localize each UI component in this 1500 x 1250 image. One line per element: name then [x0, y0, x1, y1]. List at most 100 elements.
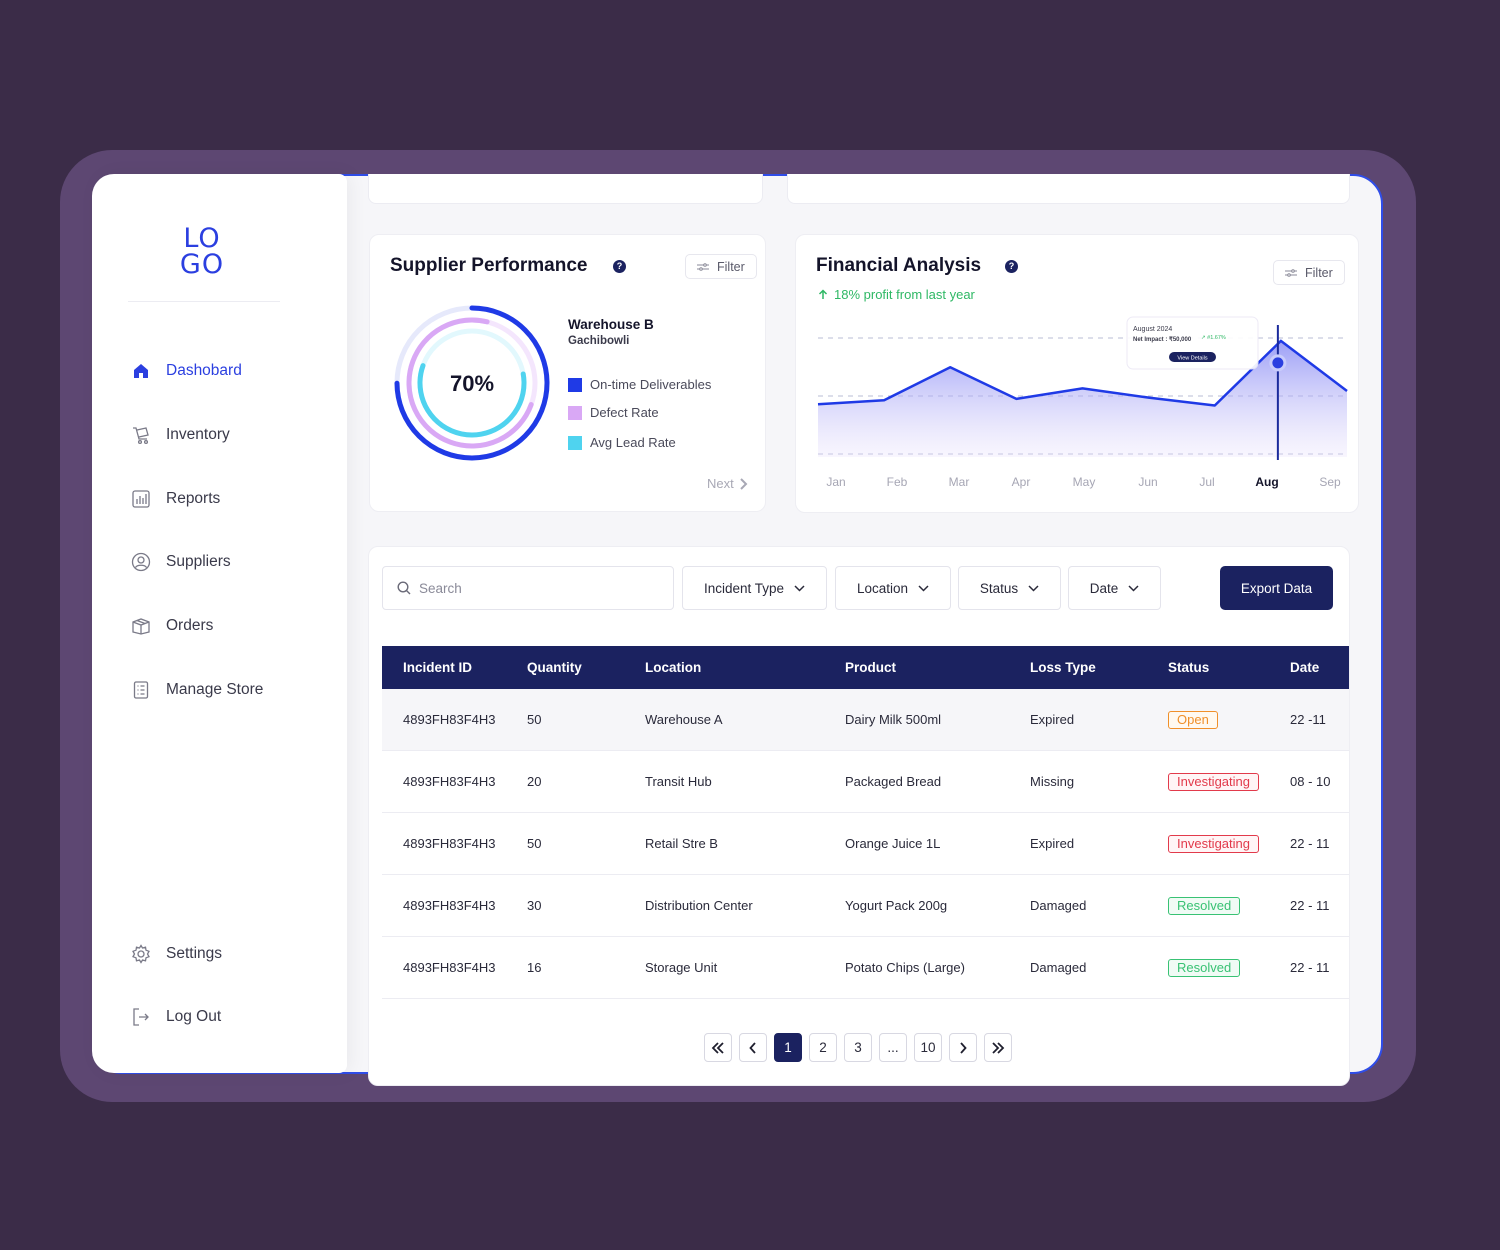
column-header-date[interactable]: Date: [1290, 660, 1320, 675]
status-badge: Open: [1168, 711, 1218, 729]
x-tick-label: Apr: [1012, 475, 1031, 489]
defect-rate-arc: [406, 317, 538, 449]
incident-type-dropdown[interactable]: Incident Type: [682, 566, 827, 610]
table-row[interactable]: 4893FH83F4H3 20 Transit Hub Packaged Bre…: [382, 751, 1349, 813]
date-dropdown[interactable]: Date: [1068, 566, 1161, 610]
status-badge: Resolved: [1168, 897, 1241, 915]
prev-page-button[interactable]: [739, 1033, 767, 1062]
column-header-incident-id[interactable]: Incident ID: [403, 660, 473, 675]
previous-card-stub: [787, 174, 1350, 204]
previous-card-stub: [368, 174, 763, 204]
column-header-quantity[interactable]: Quantity: [527, 660, 582, 675]
performance-percent: 70%: [449, 371, 495, 396]
table-row[interactable]: 4893FH83F4H3 50 Warehouse A Dairy Milk 5…: [382, 689, 1349, 751]
column-header-status[interactable]: Status: [1168, 660, 1210, 675]
legend-label: On-time Deliverables: [590, 377, 712, 392]
cell-loss-type: Damaged: [1030, 960, 1087, 975]
bar-chart-icon: [130, 488, 152, 510]
search-input[interactable]: Search: [382, 566, 674, 610]
on-time-arc: [394, 305, 550, 461]
next-button[interactable]: Next: [707, 476, 748, 491]
cell-location: Storage Unit: [645, 960, 718, 975]
cell-incident-id: 4893FH83F4H3: [403, 836, 496, 851]
cart-icon: [130, 424, 152, 446]
page-button[interactable]: 2: [809, 1033, 837, 1062]
filter-label: Filter: [717, 259, 745, 274]
page-button[interactable]: 10: [914, 1033, 942, 1062]
highlight-point[interactable]: [1269, 354, 1287, 372]
x-tick-label: May: [1073, 475, 1096, 489]
chevron-right-icon: [740, 477, 748, 490]
help-icon[interactable]: ?: [613, 260, 626, 273]
chevron-down-icon: [1028, 584, 1039, 592]
x-tick-label: Mar: [949, 475, 970, 489]
table-row[interactable]: 4893FH83F4H3 30 Distribution Center Yogu…: [382, 875, 1349, 937]
cell-quantity: 30: [527, 898, 542, 913]
supplier-performance-card: Supplier Performance ? Filter 70% Wareho…: [369, 234, 766, 512]
table-row[interactable]: 4893FH83F4H3 16 Storage Unit Potato Chip…: [382, 937, 1349, 999]
logo[interactable]: LO GO: [179, 223, 225, 280]
avg-lead-arc: [417, 328, 527, 438]
next-page-button[interactable]: [949, 1033, 977, 1062]
cell-product: Packaged Bread: [845, 774, 942, 789]
x-tick-label: Feb: [887, 475, 908, 489]
user-circle-icon: [130, 551, 152, 573]
cell-location: Distribution Center: [645, 898, 753, 913]
sidebar-item-inventory[interactable]: Inventory: [130, 420, 230, 450]
supplier-filter-button[interactable]: Filter: [685, 254, 757, 279]
status-badge: Resolved: [1168, 959, 1241, 977]
export-data-button[interactable]: Export Data: [1220, 566, 1333, 610]
sidebar-item-orders[interactable]: Orders: [130, 611, 213, 641]
page-ellipsis: ...: [879, 1033, 907, 1062]
column-header-product[interactable]: Product: [845, 660, 897, 675]
sidebar-item-label: Orders: [166, 617, 214, 634]
profit-text: 18% profit from last year: [834, 287, 975, 302]
sidebar-item-label: Manage Store: [166, 681, 264, 698]
legend-on-time: On-time Deliverables: [568, 377, 711, 392]
sidebar-item-label: Suppliers: [166, 553, 231, 570]
location-dropdown[interactable]: Location: [835, 566, 951, 610]
double-chevron-right-icon: [992, 1041, 1005, 1054]
help-icon[interactable]: ?: [1005, 260, 1018, 273]
sidebar-item-dashboard[interactable]: Dashobard: [130, 356, 242, 386]
cell-product: Dairy Milk 500ml: [845, 712, 942, 727]
sidebar-item-settings[interactable]: Settings: [130, 939, 222, 969]
view-details-button[interactable]: [1169, 352, 1216, 362]
page-button[interactable]: 3: [844, 1033, 872, 1062]
legend-label: Avg Lead Rate: [590, 435, 676, 450]
table-row[interactable]: 4893FH83F4H3 50 Retail Stre B Orange Jui…: [382, 813, 1349, 875]
page-button[interactable]: 1: [774, 1033, 802, 1062]
logout-label: Log Out: [166, 1008, 222, 1025]
last-page-button[interactable]: [984, 1033, 1012, 1062]
x-tick-label: Jan: [826, 475, 845, 489]
cell-date: 22 -11: [1290, 712, 1326, 727]
chevron-left-icon: [749, 1041, 756, 1054]
column-header-location[interactable]: Location: [645, 660, 702, 675]
financial-filter-button[interactable]: Filter: [1273, 260, 1345, 285]
sidebar-item-label: Reports: [166, 490, 221, 507]
cell-date: 22 - 11: [1290, 960, 1330, 975]
chevron-down-icon: [918, 584, 929, 592]
sidebar-item-suppliers[interactable]: Suppliers: [130, 547, 231, 577]
cell-incident-id: 4893FH83F4H3: [403, 960, 496, 975]
next-label: Next: [707, 476, 734, 491]
cell-loss-type: Expired: [1030, 712, 1075, 727]
table-header: Incident ID Quantity Location Product Lo…: [382, 646, 1349, 689]
cell-quantity: 20: [527, 774, 542, 789]
cell-quantity: 16: [527, 960, 542, 975]
warehouse-location: Gachibowli: [568, 335, 630, 347]
performance-donut: [394, 305, 550, 461]
chevron-down-icon: [1128, 584, 1139, 592]
box-icon: [130, 615, 152, 637]
first-page-button[interactable]: [704, 1033, 732, 1062]
tooltip-card: [1126, 316, 1259, 370]
sidebar-item-logout[interactable]: Log Out: [130, 1002, 221, 1032]
status-dropdown[interactable]: Status: [958, 566, 1061, 610]
financial-analysis-card: Financial Analysis ? Filter 18% profit f…: [795, 234, 1359, 513]
sidebar-item-reports[interactable]: Reports: [130, 484, 220, 514]
logo-divider: [128, 301, 280, 302]
cell-quantity: 50: [527, 836, 542, 851]
series-line: [817, 339, 1348, 407]
sidebar-item-manage-store[interactable]: Manage Store: [130, 675, 263, 705]
column-header-loss-type[interactable]: Loss Type: [1030, 660, 1096, 675]
